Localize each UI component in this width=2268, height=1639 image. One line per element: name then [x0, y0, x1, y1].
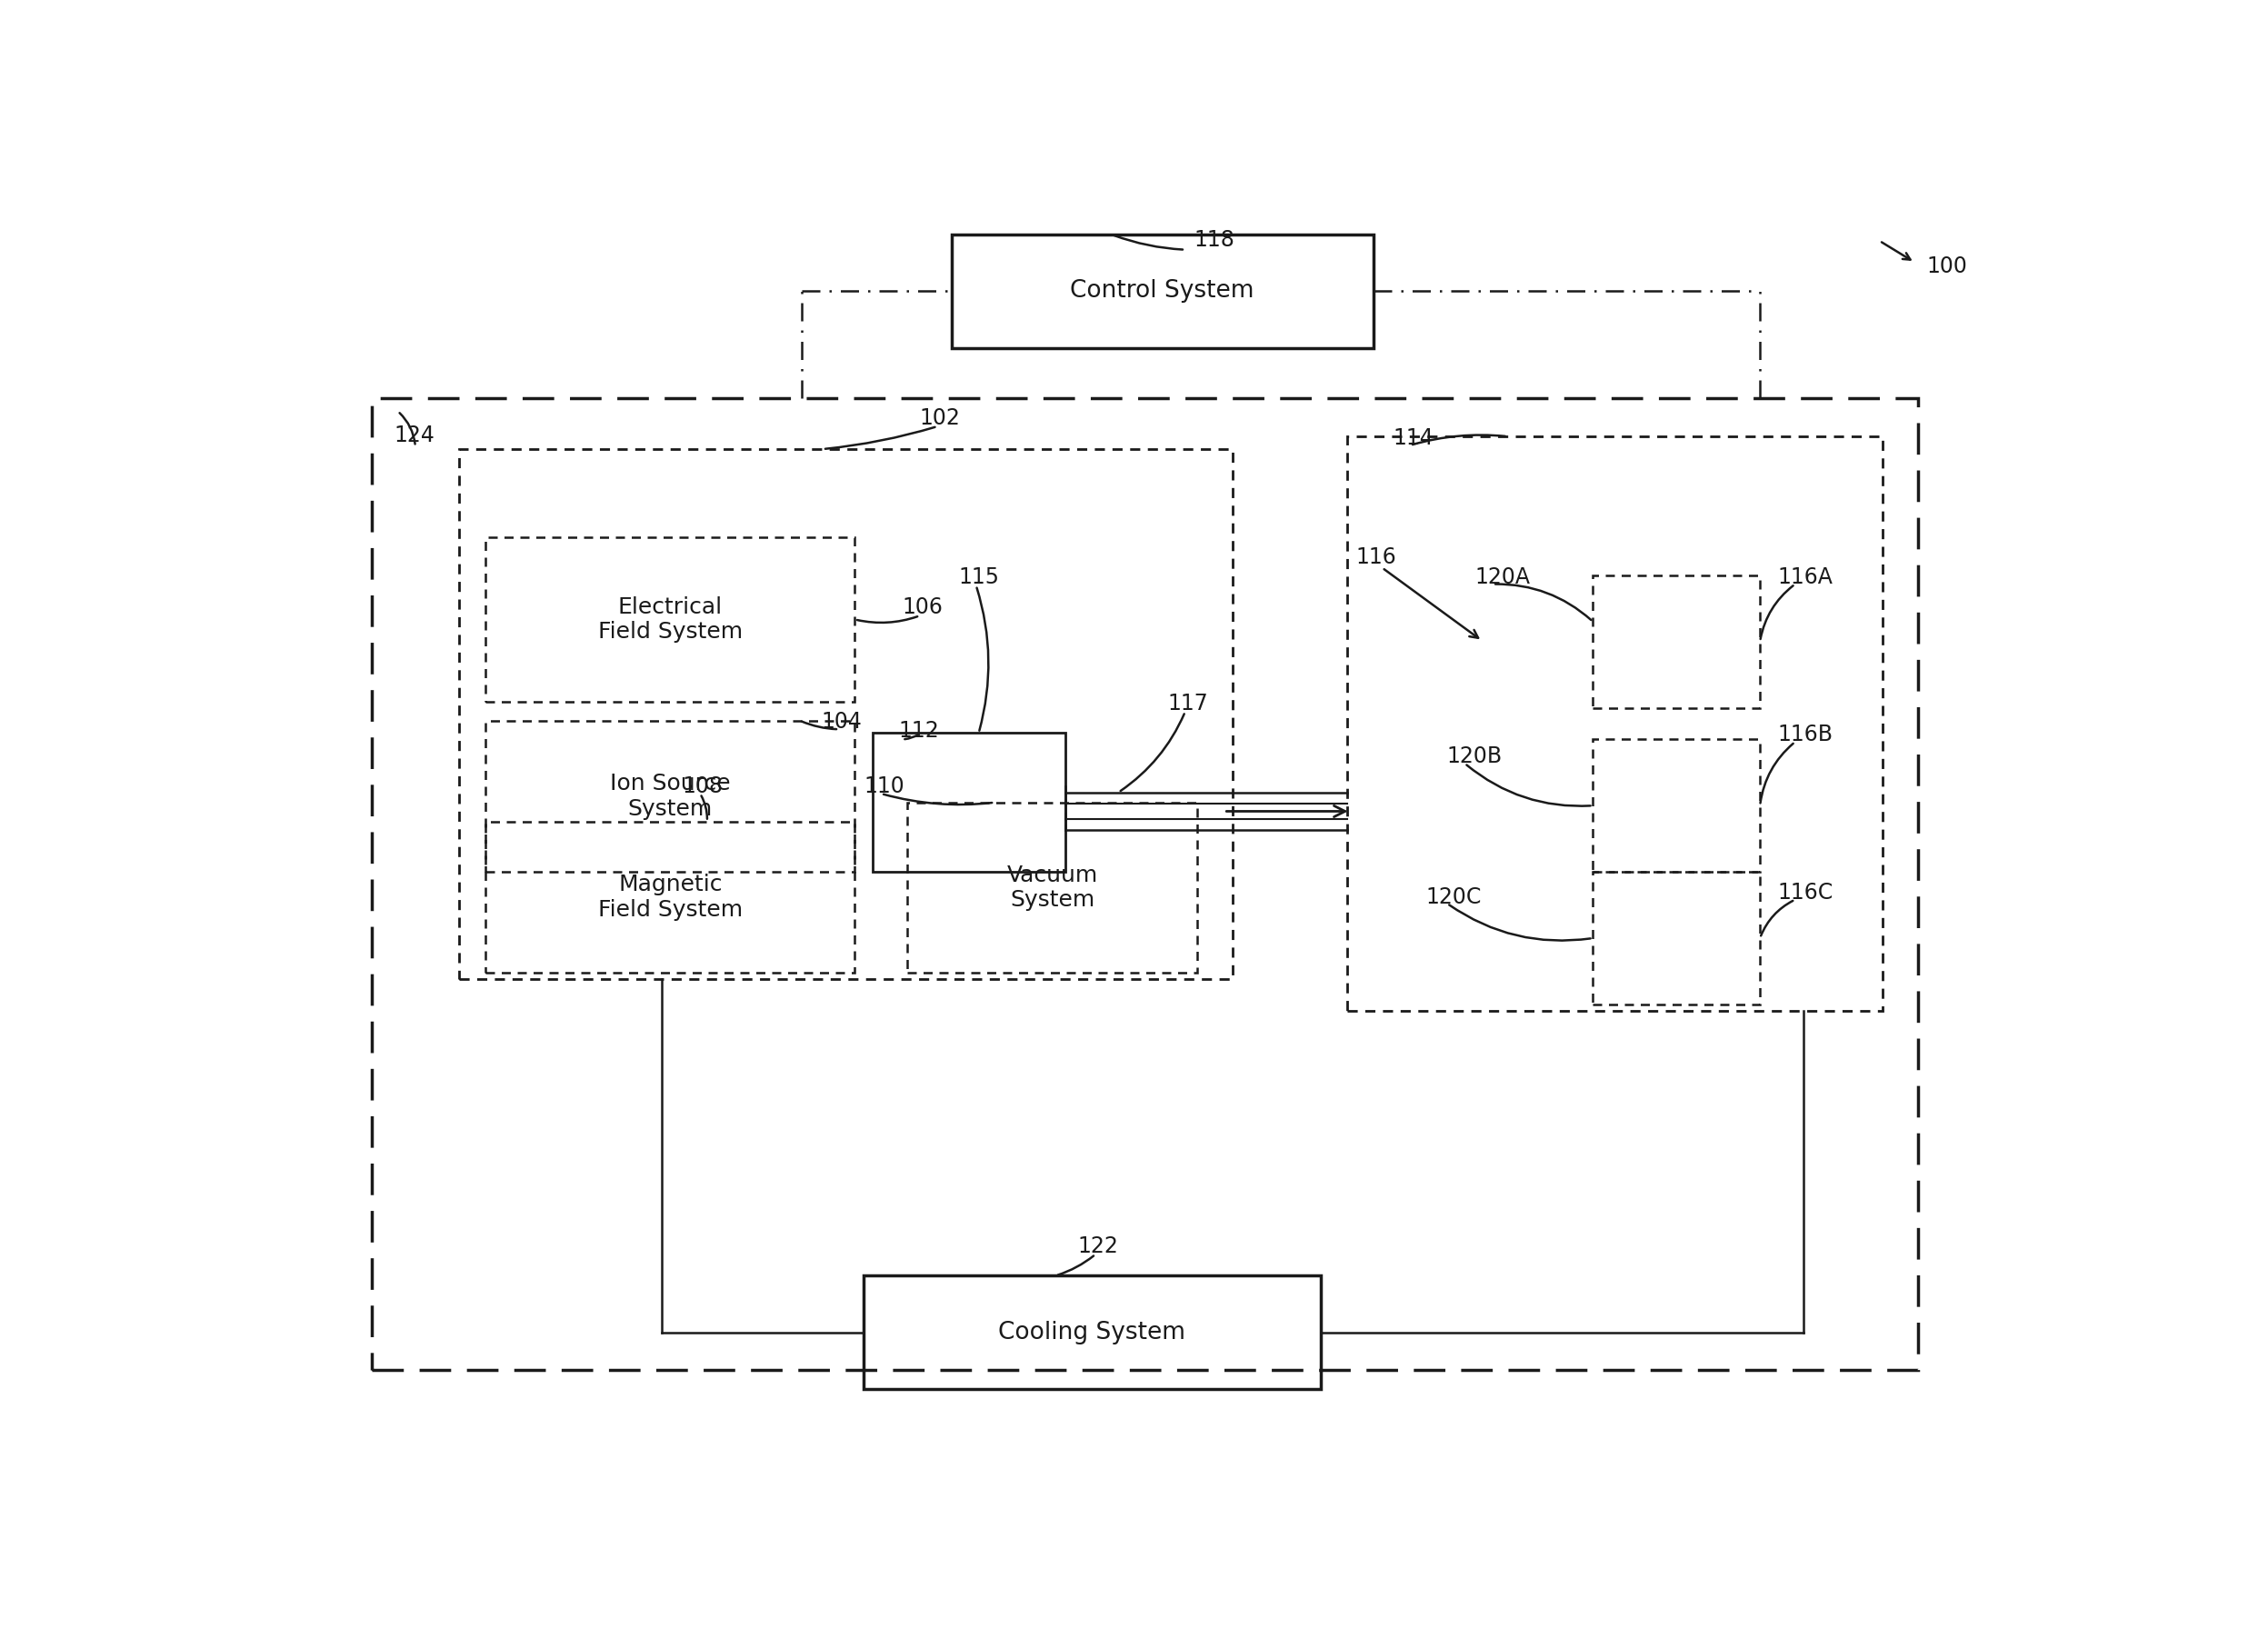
Bar — [1592, 739, 1760, 872]
Text: 115: 115 — [959, 565, 1000, 588]
Text: 116A: 116A — [1778, 565, 1833, 588]
Text: 122: 122 — [1077, 1234, 1118, 1257]
Text: 112: 112 — [898, 720, 939, 742]
Text: 116: 116 — [1356, 546, 1397, 567]
Bar — [1592, 872, 1760, 1005]
Text: 120C: 120C — [1427, 887, 1481, 908]
Bar — [953, 234, 1374, 347]
Text: 114: 114 — [1393, 428, 1433, 449]
Text: 116C: 116C — [1778, 882, 1833, 903]
Text: 124: 124 — [395, 425, 435, 446]
Text: 118: 118 — [1193, 229, 1234, 251]
Text: Vacuum
System: Vacuum System — [1007, 864, 1098, 911]
Bar — [907, 803, 1198, 974]
Text: Cooling System: Cooling System — [998, 1321, 1186, 1344]
Text: 120B: 120B — [1447, 746, 1504, 767]
Bar — [485, 821, 855, 974]
Bar — [864, 1275, 1320, 1390]
Bar — [485, 538, 855, 701]
Text: 116B: 116B — [1778, 724, 1833, 746]
Text: 117: 117 — [1168, 692, 1209, 715]
Text: 102: 102 — [921, 406, 962, 429]
Text: 120A: 120A — [1474, 565, 1531, 588]
Text: Electrical
Field System: Electrical Field System — [599, 597, 742, 642]
Text: Control System: Control System — [1070, 280, 1254, 303]
Bar — [458, 449, 1234, 978]
Bar — [1347, 436, 1882, 1011]
Bar — [1592, 575, 1760, 708]
Text: 104: 104 — [821, 711, 862, 733]
Bar — [372, 398, 1919, 1370]
Text: 110: 110 — [864, 775, 905, 798]
Text: Magnetic
Field System: Magnetic Field System — [599, 874, 742, 921]
Text: 100: 100 — [1928, 256, 1969, 277]
Bar — [485, 721, 855, 872]
Bar — [873, 733, 1066, 872]
Text: 106: 106 — [903, 597, 943, 618]
Text: 108: 108 — [683, 775, 723, 798]
Text: Ion Source
System: Ion Source System — [610, 772, 730, 820]
